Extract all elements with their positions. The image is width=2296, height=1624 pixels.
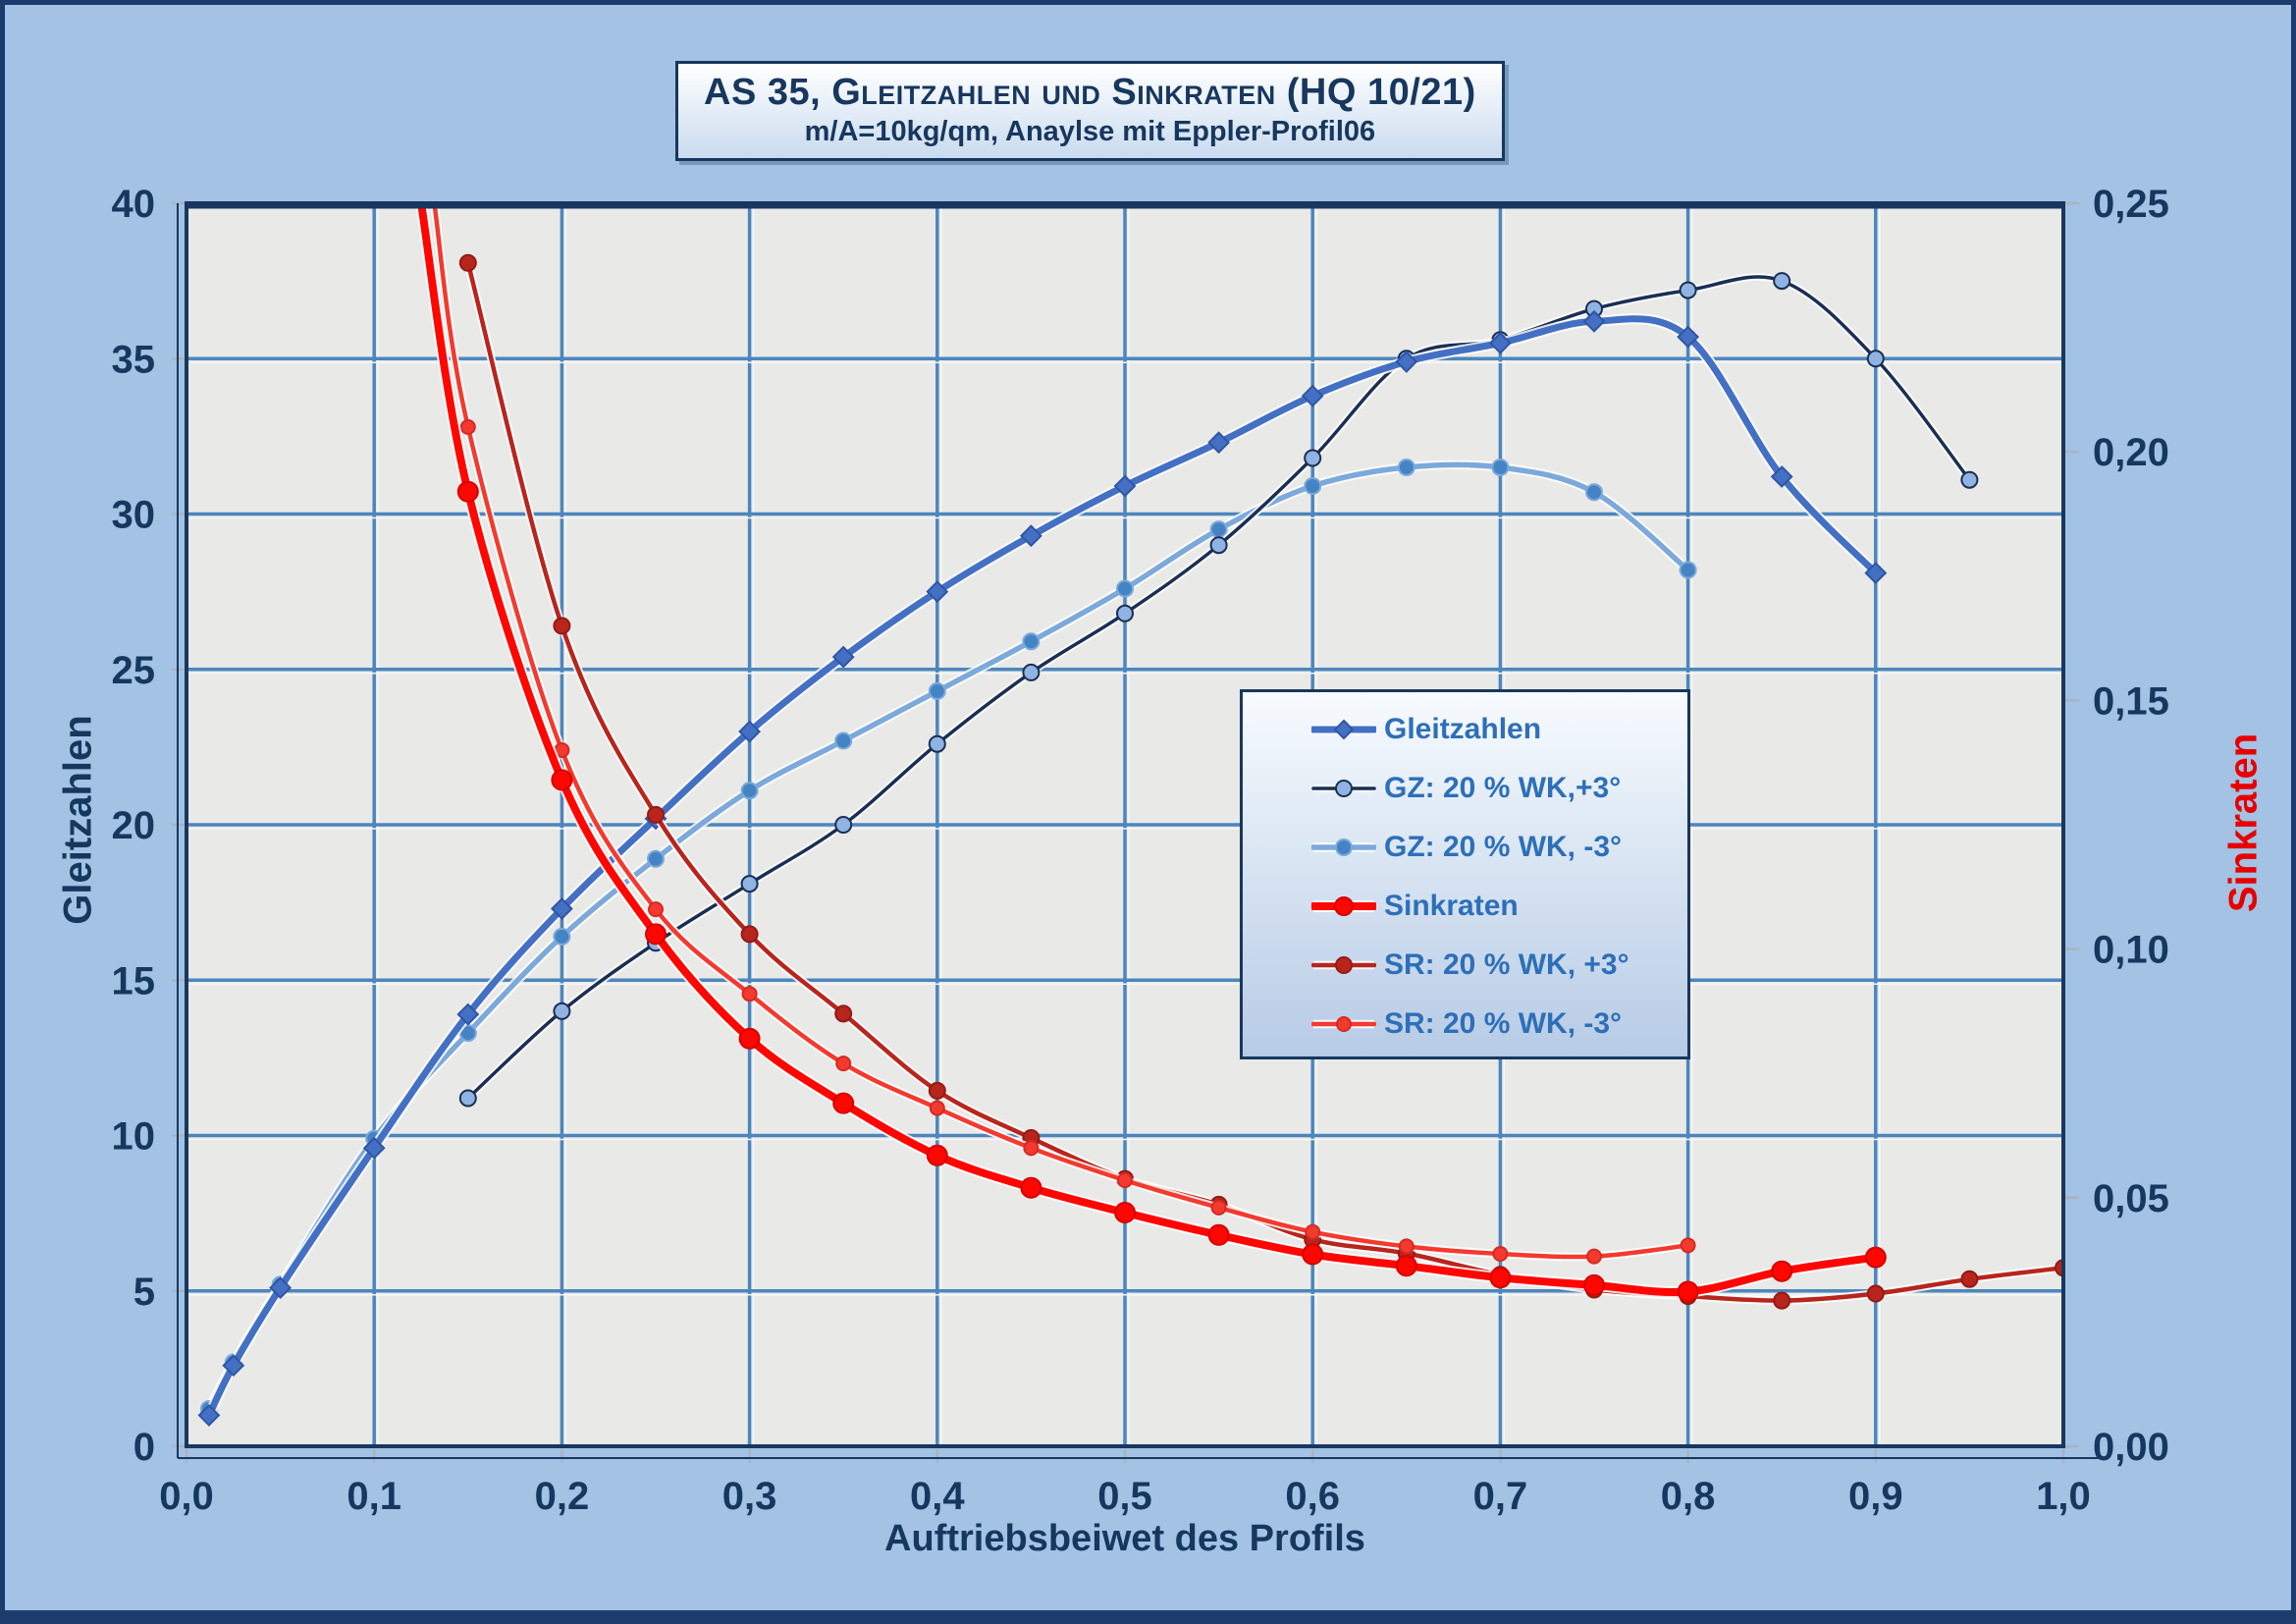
svg-text:30: 30 — [112, 494, 156, 537]
svg-text:0,1: 0,1 — [347, 1475, 401, 1518]
svg-text:15: 15 — [112, 959, 156, 1002]
legend-sample-gz-minus3 — [1311, 839, 1376, 856]
left-axis-title: Gleitzahlen — [56, 715, 100, 925]
chart-title: AS 35, Gleitzahlen und Sinkraten (HQ 10/… — [704, 72, 1476, 113]
svg-text:1,0: 1,0 — [2036, 1475, 2091, 1518]
legend-sample-sr-minus3 — [1311, 1016, 1376, 1032]
legend-box: Gleitzahlen GZ: 20 % WK,+3° GZ: 20 % WK,… — [1240, 689, 1690, 1059]
svg-text:0,20: 0,20 — [2093, 431, 2169, 474]
svg-text:25: 25 — [112, 649, 156, 692]
legend-item-sr-plus3: SR: 20 % WK, +3° — [1243, 936, 1687, 995]
legend-label: GZ: 20 % WK,+3° — [1384, 772, 1622, 804]
legend-label: SR: 20 % WK, -3° — [1384, 1007, 1623, 1040]
svg-text:0,25: 0,25 — [2093, 183, 2169, 226]
chart-title-box: AS 35, Gleitzahlen und Sinkraten (HQ 10/… — [675, 61, 1505, 161]
bottom-navy-bar — [0, 1610, 2296, 1624]
y-tick-labels-left: 0 5 10 15 20 25 30 35 40 — [112, 183, 156, 1469]
svg-text:0: 0 — [133, 1426, 155, 1469]
svg-text:20: 20 — [112, 804, 156, 847]
right-axis-title: Sinkraten — [2221, 732, 2266, 913]
svg-text:0,0: 0,0 — [159, 1475, 214, 1518]
legend-label: GZ: 20 % WK, -3° — [1384, 831, 1623, 863]
svg-text:10: 10 — [112, 1115, 156, 1159]
svg-text:0,8: 0,8 — [1661, 1475, 1716, 1518]
legend-item-sinkraten: Sinkraten — [1243, 877, 1687, 936]
legend-label: SR: 20 % WK, +3° — [1384, 948, 1629, 981]
svg-text:0,10: 0,10 — [2093, 929, 2169, 972]
legend-sample-gz-plus3 — [1311, 780, 1376, 797]
legend-sample-sr-plus3 — [1311, 956, 1376, 974]
svg-text:0,9: 0,9 — [1848, 1475, 1903, 1518]
svg-text:0,15: 0,15 — [2093, 679, 2169, 723]
legend-item-sr-minus3: SR: 20 % WK, -3° — [1243, 995, 1687, 1054]
y-tick-labels-right: 0,00 0,05 0,10 0,15 0,20 0,25 — [2093, 183, 2169, 1469]
svg-text:0,5: 0,5 — [1097, 1475, 1152, 1518]
legend-label: Sinkraten — [1384, 890, 1519, 922]
series-sinkraten-markers — [456, 480, 1887, 1303]
legend-item-gz-minus3: GZ: 20 % WK, -3° — [1243, 818, 1687, 877]
legend-item-gz-plus3: GZ: 20 % WK,+3° — [1243, 759, 1687, 818]
svg-text:0,6: 0,6 — [1285, 1475, 1340, 1518]
svg-text:0,3: 0,3 — [722, 1475, 777, 1518]
svg-text:0,00: 0,00 — [2093, 1426, 2169, 1469]
legend-label: Gleitzahlen — [1384, 713, 1542, 745]
horizontal-gridlines — [187, 356, 2063, 1296]
legend-item-gleitzahlen: Gleitzahlen — [1243, 700, 1687, 759]
svg-text:5: 5 — [133, 1271, 155, 1314]
svg-text:40: 40 — [112, 183, 156, 226]
svg-text:35: 35 — [112, 338, 156, 381]
series-gleitzahlen-markers — [197, 309, 1888, 1427]
x-tick-labels: 0,0 0,1 0,2 0,3 0,4 0,5 0,6 0,7 0,8 0,9 1,0 — [159, 1475, 2091, 1518]
chart-subtitle: m/A=10kg/qm, Anaylse mit Eppler-Profil06 — [804, 116, 1376, 147]
legend-sample-sinkraten — [1311, 896, 1376, 916]
svg-text:0,2: 0,2 — [535, 1475, 590, 1518]
series-gz-20wk-plus3-markers — [458, 272, 1979, 1108]
legend-sample-gleitzahlen — [1311, 719, 1376, 740]
svg-text:0,05: 0,05 — [2093, 1177, 2169, 1220]
svg-text:0,7: 0,7 — [1473, 1475, 1528, 1518]
svg-text:0,4: 0,4 — [910, 1475, 965, 1518]
series-sr-20wk-minus3-markers — [459, 418, 1696, 1265]
x-axis-title: Auftriebsbeiwet des Profils — [884, 1518, 1365, 1559]
